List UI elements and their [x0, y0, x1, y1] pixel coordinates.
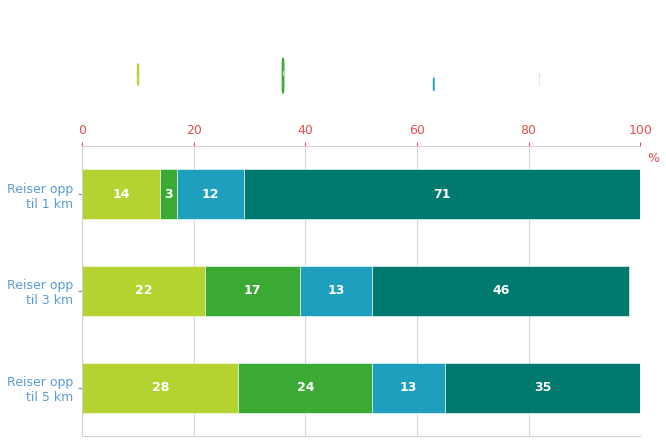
Bar	[445, 362, 640, 413]
Bar	[244, 169, 640, 219]
Text: 17: 17	[244, 284, 261, 297]
Text: 13: 13	[328, 284, 345, 297]
Bar	[82, 266, 205, 316]
Bar	[300, 266, 372, 316]
Text: 46: 46	[492, 284, 509, 297]
Text: 24: 24	[296, 381, 314, 394]
Bar	[372, 362, 445, 413]
Bar	[177, 169, 244, 219]
Bar	[82, 169, 161, 219]
Text: 22: 22	[135, 284, 153, 297]
Text: %: %	[647, 152, 659, 165]
Text: 3: 3	[165, 188, 173, 201]
Text: 14: 14	[113, 188, 130, 201]
Bar	[372, 266, 629, 316]
Bar	[82, 362, 238, 413]
FancyBboxPatch shape	[282, 58, 284, 93]
FancyBboxPatch shape	[137, 63, 139, 85]
Polygon shape	[138, 64, 139, 70]
Bar	[161, 169, 177, 219]
Text: 13: 13	[400, 381, 418, 394]
Text: 28: 28	[152, 381, 169, 394]
Bar	[238, 362, 372, 413]
Bar	[205, 266, 300, 316]
Text: 71: 71	[434, 188, 451, 201]
Text: 35: 35	[533, 381, 551, 394]
Text: 12: 12	[202, 188, 219, 201]
